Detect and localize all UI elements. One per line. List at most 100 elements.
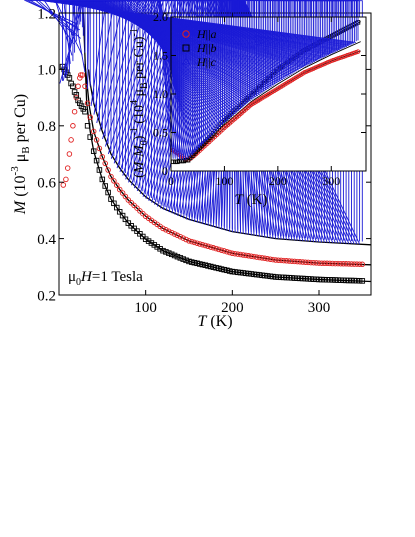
data-point-a	[137, 208, 143, 214]
data-point-a	[134, 205, 140, 211]
data-point-b	[77, 100, 83, 106]
data-point-a	[160, 225, 166, 232]
main-y-axis-label: M (10-3 μB per Cu)	[9, 94, 32, 215]
data-point-a	[63, 176, 69, 183]
data-point-a	[125, 197, 132, 203]
data-point-b	[84, 123, 91, 129]
y-tick-label-3: 0.8	[37, 119, 56, 135]
data-point-b	[174, 253, 181, 260]
data-point-a	[210, 245, 217, 251]
data-point-a	[278, 257, 284, 264]
data-point-a	[75, 83, 81, 90]
data-point-b	[82, 108, 88, 115]
data-point-a	[186, 238, 192, 244]
data-point-a	[321, 260, 328, 267]
inset-y-axis-label: (M-M0)-1 (104 μB per Cu)-1	[129, 28, 150, 178]
data-point-b	[68, 80, 74, 87]
data-point-a	[327, 260, 333, 267]
data-point-a	[163, 227, 169, 233]
data-point-a	[71, 108, 78, 115]
data-point-a	[168, 229, 175, 236]
data-point-a	[205, 243, 211, 250]
legend-label-c: H||c	[196, 55, 216, 69]
y-tick-label-0: 0	[162, 164, 168, 178]
y-tick-label-0: 0.2	[37, 288, 56, 304]
data-point-a	[93, 137, 100, 143]
y-tick-label-1: 0.4	[37, 232, 56, 248]
data-point-b	[102, 183, 108, 189]
data-point-a	[300, 259, 306, 265]
data-point-b	[119, 212, 126, 219]
data-point-a	[177, 233, 184, 240]
data-point-a	[116, 186, 123, 193]
data-point-a	[337, 260, 344, 267]
x-tick-label-100: 100	[134, 300, 157, 316]
y-tick-label-2: 1.0	[153, 87, 168, 101]
y-tick-label-5: 1.2	[37, 6, 56, 22]
data-point-a	[264, 256, 271, 262]
data-point-a	[283, 258, 290, 264]
data-point-a	[174, 232, 181, 239]
y-tick-label-3: 1.5	[153, 49, 168, 63]
data-point-a	[251, 253, 257, 260]
data-point-b	[96, 167, 103, 173]
data-point-a	[70, 123, 76, 129]
data-point-a	[305, 259, 311, 266]
data-point-a	[275, 257, 282, 263]
data-point-a	[199, 241, 206, 248]
data-point-a	[313, 260, 320, 266]
data-point-b	[163, 249, 169, 255]
data-point-a	[286, 258, 292, 264]
data-point-a	[77, 72, 84, 78]
data-point-b	[166, 250, 172, 256]
data-point-a	[248, 253, 255, 259]
inset-x-axis-label: T (K)	[235, 192, 268, 208]
y-tick-label-4: 2.0	[153, 10, 168, 24]
legend-entry-a: H||a	[182, 27, 216, 41]
data-point-b	[71, 89, 78, 95]
data-point-b	[108, 196, 114, 202]
data-point-b	[160, 247, 166, 254]
data-point-a	[308, 259, 314, 266]
data-point-a	[245, 253, 252, 259]
legend-marker-square	[182, 44, 190, 52]
data-point-a	[84, 100, 91, 106]
data-point-a	[262, 255, 268, 262]
data-point-a	[232, 250, 238, 257]
data-point-a	[183, 236, 189, 243]
inset-legend: H||a H||b H||c	[181, 27, 216, 69]
data-point-a	[73, 94, 80, 101]
data-point-a	[343, 261, 349, 267]
y-tick-label-4: 1.0	[37, 63, 56, 79]
data-point-a	[316, 260, 322, 266]
data-point-a	[272, 257, 279, 263]
y-tick-label-1: 0.5	[153, 126, 168, 140]
data-point-a	[197, 241, 203, 247]
data-point-c	[42, 0, 359, 43]
fit-curve-a	[84, 63, 372, 266]
x-tick-label-300: 300	[308, 300, 331, 316]
data-point-b	[99, 176, 106, 183]
data-point-b	[114, 204, 120, 211]
data-point-a	[224, 248, 230, 255]
data-point-c	[96, 0, 124, 124]
legend-entry-c: H||c	[181, 55, 216, 69]
data-point-a	[289, 258, 295, 264]
data-point-a	[297, 259, 303, 265]
data-point-a	[356, 261, 363, 267]
data-point-a	[270, 256, 276, 263]
data-point-b	[264, 273, 271, 279]
data-point-a	[105, 167, 111, 173]
data-point-a	[102, 160, 108, 167]
data-point-a	[346, 261, 352, 267]
data-point-a	[218, 247, 225, 253]
data-point-b	[66, 75, 73, 81]
main-x-axis-label: T (K)	[197, 313, 232, 330]
data-point-a	[243, 252, 249, 259]
data-point-b	[122, 216, 129, 223]
data-point-a	[99, 154, 106, 160]
y-tick-label-2: 0.6	[37, 175, 56, 191]
data-point-a	[235, 251, 241, 257]
data-point-a	[77, 75, 83, 81]
data-point-a	[87, 114, 93, 121]
